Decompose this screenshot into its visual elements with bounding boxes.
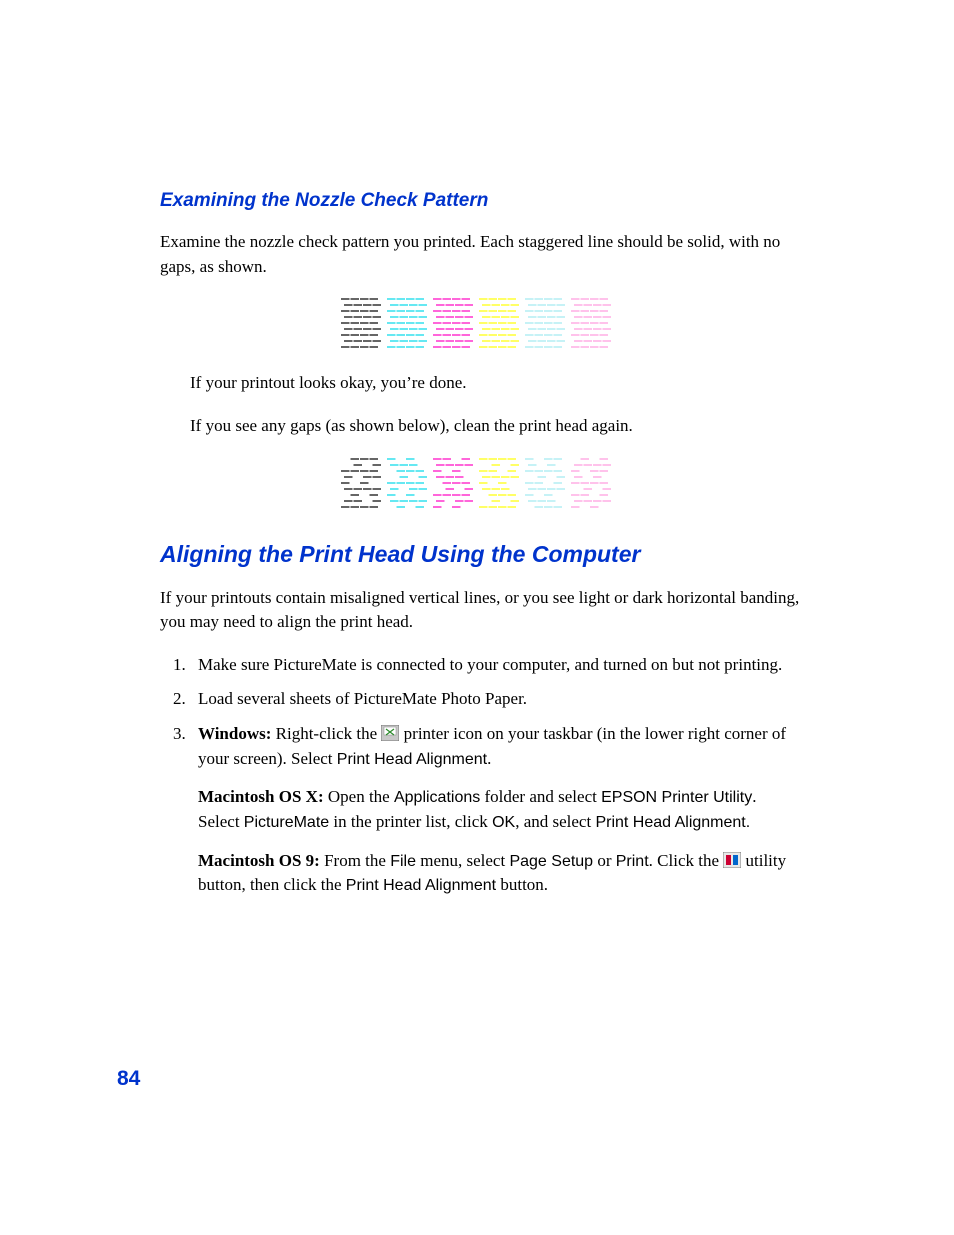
- text-run: . Click the: [649, 851, 724, 870]
- step-text: Make sure PictureMate is connected to yo…: [198, 655, 782, 674]
- text-run: menu, select: [416, 851, 509, 870]
- text-run: in the printer list, click: [329, 812, 492, 831]
- text-run: Open the: [324, 787, 394, 806]
- list-item: Windows: Right-click the printer icon on…: [190, 722, 800, 898]
- text-run: Right-click the: [271, 724, 381, 743]
- step-text: Windows: Right-click the printer icon on…: [198, 722, 800, 771]
- nozzle-pattern-good: [160, 297, 800, 353]
- list-item: Make sure PictureMate is connected to yo…: [190, 653, 800, 678]
- nozzle-pattern-gaps: [160, 457, 800, 513]
- body-paragraph: Examine the nozzle check pattern you pri…: [160, 230, 800, 279]
- ui-term: Applications: [394, 789, 480, 806]
- section-heading-nozzle-check: Examining the Nozzle Check Pattern: [160, 190, 800, 212]
- step-text: Macintosh OS 9: From the File menu, sele…: [198, 849, 800, 898]
- steps-list: Make sure PictureMate is connected to yo…: [190, 653, 800, 898]
- os-label-windows: Windows:: [198, 724, 271, 743]
- text-run: , and select: [515, 812, 595, 831]
- text-run: From the: [320, 851, 390, 870]
- body-paragraph: If you see any gaps (as shown below), cl…: [190, 414, 800, 439]
- list-item: Load several sheets of PictureMate Photo…: [190, 687, 800, 712]
- step-text: Load several sheets of PictureMate Photo…: [198, 689, 527, 708]
- section-heading-align-print-head: Aligning the Print Head Using the Comput…: [160, 541, 800, 568]
- body-paragraph: If your printout looks okay, you’re done…: [190, 371, 800, 396]
- ui-term: Print Head Alignment: [337, 751, 487, 768]
- printer-icon: [381, 724, 399, 740]
- ui-term: Print: [616, 853, 649, 870]
- os-label-macosx: Macintosh OS X:: [198, 787, 324, 806]
- ui-term: Print Head Alignment: [595, 814, 745, 831]
- ui-term: Page Setup: [509, 853, 593, 870]
- text-run: button.: [496, 875, 548, 894]
- utility-icon: [723, 851, 741, 867]
- page-number: 84: [117, 1067, 140, 1091]
- ui-term: OK: [492, 814, 515, 831]
- text-run: .: [746, 814, 750, 831]
- ui-term: PictureMate: [244, 814, 329, 831]
- text-run: .: [487, 749, 491, 768]
- body-paragraph: If your printouts contain misaligned ver…: [160, 586, 800, 635]
- ui-term: File: [390, 853, 416, 870]
- os-label-macos9: Macintosh OS 9:: [198, 851, 320, 870]
- text-run: folder and select: [480, 787, 601, 806]
- text-run: or: [593, 851, 616, 870]
- ui-term: EPSON Printer Utility: [601, 789, 752, 806]
- step-text: Macintosh OS X: Open the Applications fo…: [198, 785, 800, 834]
- ui-term: Print Head Alignment: [346, 877, 496, 894]
